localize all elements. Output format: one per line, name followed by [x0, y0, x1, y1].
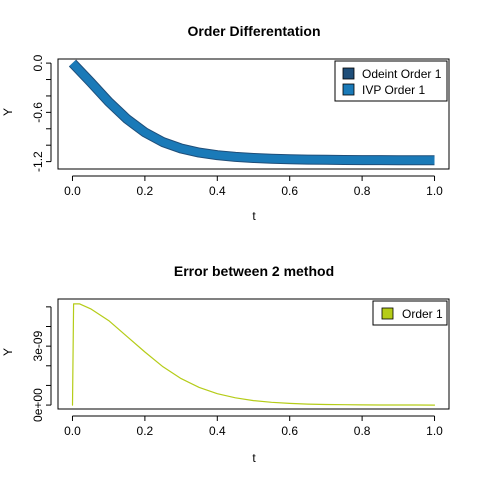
plot-area	[68, 59, 435, 166]
panel-error-between-methods: Error between 2 method 0.0 0.2 0.4 0.6 0.8 1.…	[1, 263, 450, 465]
legend: Order 1	[372, 300, 448, 326]
x-tick-label: 0.8	[354, 184, 371, 198]
chart-title: Order Differentation	[187, 23, 320, 39]
x-tick-label: 0.0	[64, 184, 81, 198]
legend-swatch	[342, 83, 355, 96]
y-tick-label: 3e-09	[31, 330, 45, 361]
y-tick-label: -0.6	[31, 102, 45, 123]
x-tick-label: 1.0	[426, 424, 443, 438]
x-axis-label: t	[252, 451, 256, 465]
x-tick-label: 0.8	[354, 424, 371, 438]
x-tick-label: 0.0	[64, 424, 81, 438]
y-tick-label: 0.0	[31, 54, 45, 71]
legend-box	[334, 60, 448, 102]
legend-label: Odeint Order 1	[362, 67, 442, 81]
panel-order-differentiation: Order Differentation 0.0 0.2 0.4 0.6 0.8 1.0 …	[1, 23, 450, 223]
legend-swatch	[381, 307, 394, 320]
x-tick-label: 1.0	[426, 184, 443, 198]
x-tick-label: 0.6	[281, 184, 298, 198]
legend: Odeint Order 1 IVP Order 1	[334, 60, 448, 102]
x-axis: 0.0 0.2 0.4 0.6 0.8 1.0	[64, 415, 443, 438]
legend-swatch	[342, 67, 355, 80]
series-line	[69, 60, 435, 165]
y-axis: -1.2 -0.6 0.0	[31, 54, 52, 172]
x-tick-label: 0.2	[137, 184, 154, 198]
y-axis: 0e+00 3e-09	[31, 306, 52, 422]
y-axis-label: Y	[1, 348, 15, 356]
chart-title: Error between 2 method	[174, 263, 334, 279]
y-axis-label: Y	[1, 108, 15, 116]
x-tick-label: 0.2	[137, 424, 154, 438]
legend-label: IVP Order 1	[362, 83, 425, 97]
plot-frame	[57, 298, 450, 410]
y-tick-label: -1.2	[31, 151, 45, 172]
x-axis-label: t	[252, 209, 256, 223]
plot-area	[71, 303, 436, 406]
x-axis: 0.0 0.2 0.4 0.6 0.8 1.0	[64, 175, 443, 198]
x-tick-label: 0.6	[281, 424, 298, 438]
plot-frame	[57, 58, 450, 170]
y-tick-label: 0e+00	[31, 388, 45, 422]
x-tick-label: 0.4	[209, 184, 226, 198]
series-line	[71, 303, 436, 406]
legend-label: Order 1	[402, 307, 443, 321]
x-tick-label: 0.4	[209, 424, 226, 438]
